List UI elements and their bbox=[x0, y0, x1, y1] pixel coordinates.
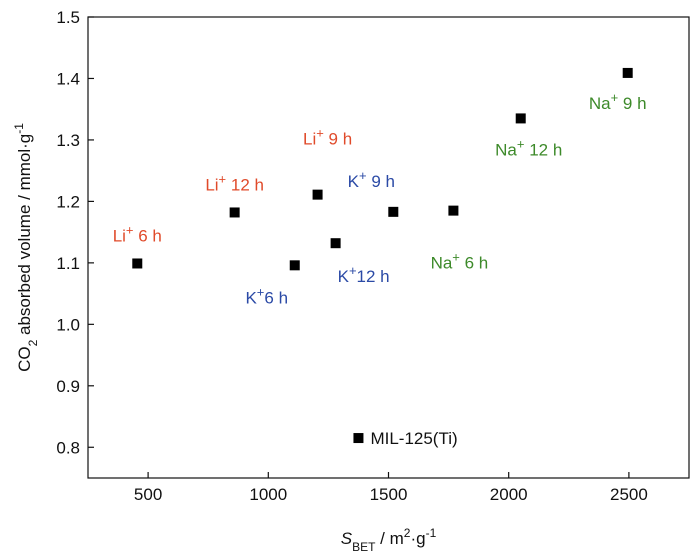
point-label-time: 9 h bbox=[324, 130, 352, 149]
data-point bbox=[448, 205, 459, 216]
points-layer bbox=[132, 67, 633, 444]
point-label-ion: Na bbox=[589, 94, 611, 113]
data-point bbox=[515, 113, 526, 124]
point-label-ion: Li bbox=[113, 226, 126, 245]
data-point bbox=[289, 260, 300, 271]
x-axis-title-rest: / m bbox=[375, 529, 403, 548]
point-label-ion: Na bbox=[495, 140, 517, 159]
data-point bbox=[622, 67, 633, 78]
x-axis-title: SBET / m2·g-1 bbox=[341, 526, 437, 554]
x-tick-label: 500 bbox=[134, 485, 162, 504]
point-label-ion: MIL-125(Ti) bbox=[370, 429, 457, 448]
y-axis-title-post: absorbed volume / mmol·g bbox=[15, 134, 34, 340]
point-label-time: 6 h bbox=[264, 288, 288, 307]
data-point bbox=[388, 206, 399, 217]
point-label-ion: K bbox=[245, 288, 257, 307]
x-tick-label: 2000 bbox=[490, 485, 528, 504]
data-point-label: Li+ 12 h bbox=[205, 171, 264, 195]
y-tick-label: 0.8 bbox=[56, 438, 80, 457]
data-point-label: K+6 h bbox=[245, 284, 288, 308]
point-label-time: 9 h bbox=[367, 172, 395, 191]
data-point-label: K+12 h bbox=[338, 263, 390, 287]
data-point-label: K+ 9 h bbox=[348, 167, 395, 191]
y-tick-label: 0.9 bbox=[56, 377, 80, 396]
x-axis-title-tail: ·g bbox=[410, 529, 425, 548]
y-axis-title-pre: CO bbox=[15, 346, 34, 372]
x-axis-title-sup: 2 bbox=[404, 526, 411, 540]
y-axis-title: CO2 absorbed volume / mmol·g-1 bbox=[12, 123, 40, 372]
point-label-time: 12 h bbox=[357, 267, 390, 286]
point-label-charge: + bbox=[126, 222, 134, 237]
y-tick-label: 1.2 bbox=[56, 192, 80, 211]
point-label-charge: + bbox=[349, 263, 357, 278]
data-point-label: Li+ 6 h bbox=[113, 222, 162, 246]
data-point bbox=[353, 433, 364, 444]
data-point bbox=[132, 258, 143, 269]
point-label-time: 12 h bbox=[524, 140, 562, 159]
x-tick-label: 1500 bbox=[370, 485, 408, 504]
data-point-label: Na+ 6 h bbox=[431, 249, 489, 273]
y-tick-label: 1.3 bbox=[56, 131, 80, 150]
point-label-time: 6 h bbox=[460, 254, 488, 273]
x-tick-label: 2500 bbox=[610, 485, 648, 504]
x-tick-label: 1000 bbox=[249, 485, 287, 504]
data-point-label: MIL-125(Ti) bbox=[370, 429, 457, 448]
y-tick-label: 1.0 bbox=[56, 315, 80, 334]
data-point bbox=[312, 189, 323, 200]
y-tick-label: 1.1 bbox=[56, 254, 80, 273]
point-label-time: 6 h bbox=[134, 226, 162, 245]
point-label-charge: + bbox=[316, 125, 324, 140]
data-point-label: Na+ 12 h bbox=[495, 136, 562, 160]
data-point bbox=[229, 207, 240, 218]
ticks-layer: 500 1000 1500 2000 2500 0.8 0.9 1.0 1.1 1.2 1.3 1.4… bbox=[56, 8, 647, 504]
x-axis-title-sub: BET bbox=[352, 540, 376, 554]
point-label-charge: + bbox=[219, 171, 227, 186]
point-label-ion: K bbox=[338, 267, 350, 286]
y-tick-label: 1.5 bbox=[56, 8, 80, 27]
point-label-charge: + bbox=[517, 136, 525, 151]
point-label-ion: Li bbox=[205, 175, 218, 194]
point-label-ion: K bbox=[348, 172, 360, 191]
y-tick-label: 1.4 bbox=[56, 69, 80, 88]
data-point bbox=[330, 238, 341, 249]
plot-frame bbox=[87, 16, 690, 479]
axes-layer bbox=[87, 16, 690, 479]
point-labels-layer: Li+ 6 hLi+ 12 hLi+ 9 hK+6 hK+12 hK+ 9 hN… bbox=[113, 89, 647, 448]
point-label-charge: + bbox=[257, 284, 265, 299]
point-label-ion: Li bbox=[303, 130, 316, 149]
data-point-label: Na+ 9 h bbox=[589, 89, 647, 113]
y-axis-title-sup: -1 bbox=[12, 123, 26, 134]
point-label-charge: + bbox=[611, 89, 619, 104]
point-label-time: 12 h bbox=[226, 175, 264, 194]
y-axis-title-sub: 2 bbox=[26, 339, 40, 346]
data-point-label: Li+ 9 h bbox=[303, 125, 352, 149]
point-label-ion: Na bbox=[431, 254, 453, 273]
x-axis-title-main: S bbox=[341, 529, 353, 548]
point-label-time: 9 h bbox=[618, 94, 646, 113]
point-label-charge: + bbox=[452, 249, 460, 264]
x-axis-title-sup2: -1 bbox=[426, 526, 437, 540]
point-label-charge: + bbox=[359, 167, 367, 182]
